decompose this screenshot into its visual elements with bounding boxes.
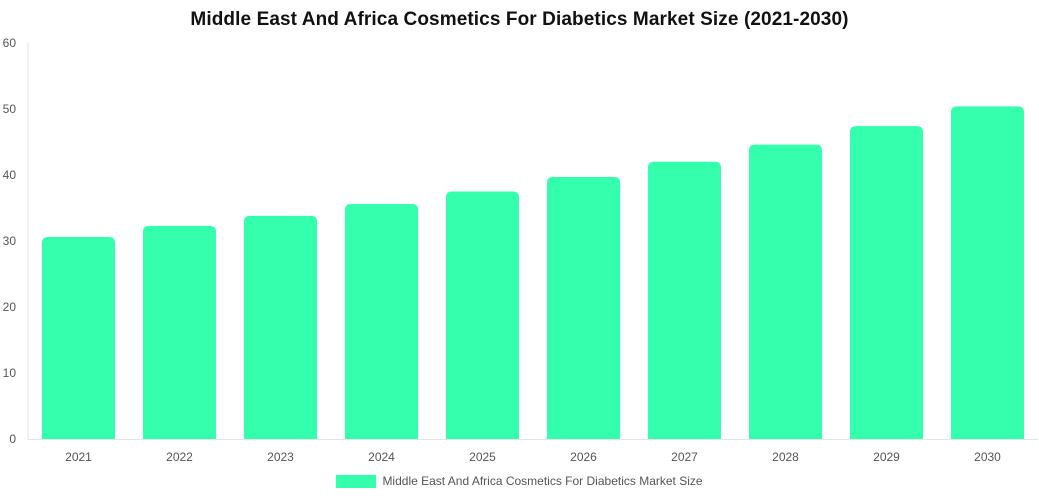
x-tick-label: 2029 (873, 450, 900, 464)
y-tick-label: 40 (3, 168, 17, 182)
bar-series (42, 106, 1024, 440)
chart-title: Middle East And Africa Cosmetics For Dia… (190, 9, 849, 30)
bar-2023[interactable] (244, 215, 317, 439)
bar-2027[interactable] (648, 161, 721, 440)
y-tick-label: 10 (3, 366, 17, 380)
x-tick-label: 2025 (469, 450, 496, 464)
y-tick-label: 0 (9, 432, 16, 446)
y-tick-label: 50 (3, 102, 17, 116)
bar-2022[interactable] (143, 225, 216, 439)
y-tick-label: 60 (3, 36, 17, 50)
y-tick-label: 20 (3, 300, 17, 314)
legend[interactable]: Middle East And Africa Cosmetics For Dia… (0, 474, 1039, 488)
x-tick-label: 2021 (65, 450, 92, 464)
bar-2024[interactable] (345, 204, 418, 439)
x-tick-label: 2028 (772, 450, 799, 464)
x-tick-label: 2024 (368, 450, 395, 464)
bar-2026[interactable] (547, 176, 620, 440)
legend-label: Middle East And Africa Cosmetics For Dia… (382, 474, 703, 488)
x-tick-label: 2023 (267, 450, 294, 464)
x-tick-label: 2030 (974, 450, 1001, 464)
bar-2029[interactable] (850, 126, 923, 439)
bar-2028[interactable] (749, 144, 822, 439)
x-tick-label: 2026 (570, 450, 597, 464)
legend-swatch (336, 474, 377, 488)
y-tick-label: 30 (3, 234, 17, 248)
bar-2025[interactable] (446, 191, 519, 440)
x-tick-label: 2027 (671, 450, 698, 464)
x-axis: 2021 2022 2023 2024 2025 2026 2027 2028 2029 2030 (28, 439, 1038, 464)
x-tick-label: 2022 (166, 450, 193, 464)
y-axis: 0 10 20 30 40 50 60 (3, 36, 29, 446)
bar-2021[interactable] (42, 237, 115, 439)
bar-2030[interactable] (951, 106, 1024, 440)
